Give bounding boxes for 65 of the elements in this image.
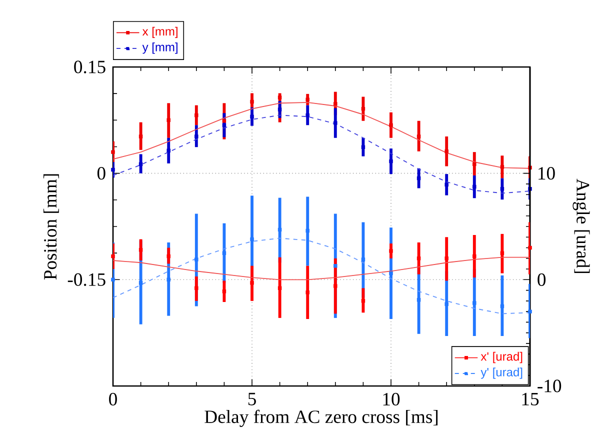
point (194, 134, 198, 138)
point (194, 113, 198, 118)
point (166, 278, 170, 282)
point (166, 148, 170, 153)
legend-label: y [mm] (142, 42, 178, 54)
point (500, 187, 504, 191)
legend-label: y' [urad] (480, 368, 522, 379)
point (250, 237, 254, 242)
point (306, 113, 310, 118)
point (472, 184, 476, 189)
point (222, 289, 226, 294)
point (138, 280, 143, 285)
y-tick-label: -0.15 (68, 273, 106, 286)
y2-axis-title: Angle [urad] (572, 178, 590, 274)
point (111, 150, 115, 154)
x-axis-title: Delay from AC zero cross [ms] (204, 410, 438, 427)
point (500, 251, 504, 255)
point (389, 271, 393, 276)
y-tick-label: 0 (97, 167, 106, 180)
point (111, 254, 115, 258)
point (250, 100, 254, 104)
point (166, 254, 170, 258)
y-tick-label: 0.15 (74, 60, 106, 74)
x-tick-label: 15 (522, 392, 539, 406)
point (444, 302, 448, 306)
point (111, 168, 115, 172)
point (278, 286, 282, 290)
point (138, 162, 143, 166)
x-tick-label: 5 (248, 392, 256, 406)
point (334, 121, 338, 125)
point (389, 123, 393, 127)
point (250, 280, 254, 285)
point (416, 298, 421, 302)
point (250, 114, 254, 118)
point (194, 258, 198, 262)
point (444, 182, 448, 187)
x-tick-label: 0 (109, 392, 117, 406)
point (361, 258, 366, 262)
x-tick-label: 10 (383, 392, 400, 406)
point (194, 286, 198, 290)
y2-tick-label: 0 (538, 273, 546, 286)
y2-tick-label: -10 (538, 380, 562, 392)
point (278, 96, 282, 100)
legend-label: x' [urad] (480, 352, 522, 364)
legend-label: x [mm] (142, 26, 178, 38)
point (222, 119, 226, 123)
point (222, 251, 226, 255)
point (334, 102, 338, 106)
point (389, 159, 393, 164)
point (528, 310, 532, 314)
point (472, 254, 476, 258)
point (334, 264, 338, 268)
point (166, 118, 170, 122)
y-axis-title: Position [mm] (43, 174, 59, 280)
point (500, 165, 504, 169)
point (444, 256, 448, 260)
point (111, 278, 115, 282)
point (444, 149, 448, 154)
point (222, 123, 226, 127)
point (306, 228, 310, 233)
point (528, 246, 532, 250)
point (472, 162, 476, 166)
point (416, 134, 421, 138)
point (306, 98, 310, 102)
y2-tick-label: 10 (538, 167, 555, 180)
